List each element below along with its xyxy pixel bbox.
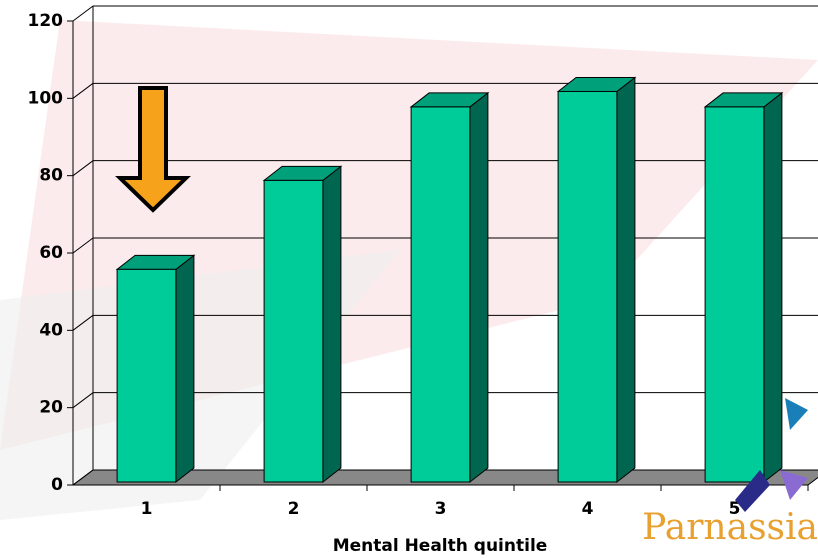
logo-shape <box>735 470 770 512</box>
bar <box>409 91 490 484</box>
bar-side <box>616 76 636 484</box>
y-tick-label: 60 <box>39 243 63 263</box>
x-tick-label: 5 <box>729 499 741 519</box>
bar-front <box>263 179 324 483</box>
grid-line <box>72 469 94 486</box>
x-tick-label: 3 <box>435 499 447 519</box>
y-tick-label: 120 <box>28 11 64 31</box>
logo-shape <box>785 398 808 430</box>
bar-side <box>763 91 783 484</box>
y-tick-label: 20 <box>39 398 63 418</box>
x-axis-label: Mental Health quintile <box>333 536 548 556</box>
y-tick-label: 80 <box>39 166 63 186</box>
y-tick-label: 0 <box>51 475 63 495</box>
bar-side <box>469 91 489 484</box>
x-tick-label: 4 <box>582 499 594 519</box>
grid-line <box>72 160 94 177</box>
grid-line <box>72 82 94 99</box>
bar-front <box>410 106 471 483</box>
grid-line <box>72 5 94 22</box>
bar <box>556 76 637 484</box>
grid-line <box>72 237 94 254</box>
bar-side <box>322 165 342 484</box>
bar <box>262 165 343 484</box>
arrow <box>115 86 191 213</box>
bar-front <box>116 268 177 483</box>
bar-front <box>557 90 618 483</box>
y-tick-label: 40 <box>39 320 63 340</box>
bar-front <box>704 106 765 483</box>
bar <box>703 91 784 484</box>
grid-line <box>72 314 94 331</box>
y-tick-label: 100 <box>28 88 64 108</box>
bar-side <box>175 254 195 484</box>
x-tick-label: 2 <box>288 499 300 519</box>
bar <box>115 254 196 484</box>
plot-area: 0 20 40 60 80 100 120 1 2 3 4 5 <box>28 5 818 519</box>
x-tick-label: 1 <box>141 499 153 519</box>
logo-text: Parnassia <box>642 507 818 548</box>
logo-shape <box>780 470 808 500</box>
grid-line <box>72 392 94 409</box>
